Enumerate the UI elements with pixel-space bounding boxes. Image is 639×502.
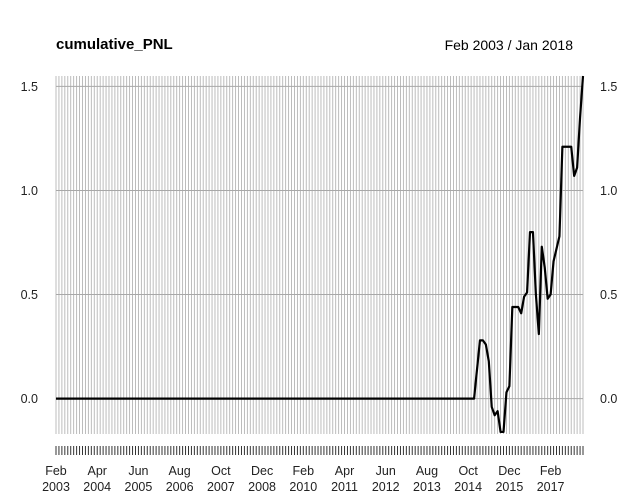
x-tick-label-year: 2010 <box>289 480 317 494</box>
date-range-label: Feb 2003 / Jan 2018 <box>444 37 573 53</box>
x-tick-label-year: 2013 <box>413 480 441 494</box>
x-tick-label-month: Aug <box>416 464 438 478</box>
y-tick-label-right: 0.0 <box>600 392 617 406</box>
x-tick-label-year: 2012 <box>372 480 400 494</box>
x-tick-label-month: Oct <box>211 464 231 478</box>
x-tick-label-month: Oct <box>458 464 478 478</box>
x-tick-label-year: 2005 <box>125 480 153 494</box>
y-tick-label-right: 1.0 <box>600 184 617 198</box>
y-tick-label-right: 1.5 <box>600 80 617 94</box>
y-tick-label-left: 1.0 <box>21 184 38 198</box>
x-tick-label-month: Feb <box>293 464 315 478</box>
y-tick-label-right: 0.5 <box>600 288 617 302</box>
y-axis-right: 0.0 0.5 1.0 1.5 <box>600 80 617 406</box>
x-tick-label-year: 2006 <box>166 480 194 494</box>
y-tick-label-left: 1.5 <box>21 80 38 94</box>
chart-title: cumulative_PNL <box>56 36 173 53</box>
x-tick-label-year: 2007 <box>207 480 235 494</box>
series-line <box>56 75 585 434</box>
x-tick-label-month: Dec <box>251 464 273 478</box>
x-tick-label-month: Apr <box>335 464 354 478</box>
x-tick-label-year: 2004 <box>83 480 111 494</box>
x-tick-label-year: 2014 <box>454 480 482 494</box>
x-tick-label-year: 2017 <box>537 480 565 494</box>
x-tick-label-month: Aug <box>169 464 191 478</box>
x-tick-label-month: Feb <box>45 464 67 478</box>
x-tick-label-month: Jun <box>376 464 396 478</box>
x-tick-label-year: 2008 <box>248 480 276 494</box>
series-layer <box>56 75 585 434</box>
x-tick-label-year: 2015 <box>495 480 523 494</box>
x-tick-label-year: 2011 <box>331 480 358 494</box>
y-axis-left: 0.0 0.5 1.0 1.5 <box>21 80 38 406</box>
x-tick-label-month: Jun <box>128 464 148 478</box>
x-tick-label-month: Feb <box>540 464 562 478</box>
y-tick-label-left: 0.0 <box>21 392 38 406</box>
grid-layer <box>55 76 584 434</box>
x-axis: Feb 2003 Apr 2004 Jun 2005 Aug 2006 Oct 2007 Dec 20… <box>42 446 584 494</box>
y-tick-label-left: 0.5 <box>21 288 38 302</box>
x-tick-label-year: 2003 <box>42 480 70 494</box>
x-tick-label-month: Apr <box>87 464 106 478</box>
x-tick-label-month: Dec <box>498 464 520 478</box>
